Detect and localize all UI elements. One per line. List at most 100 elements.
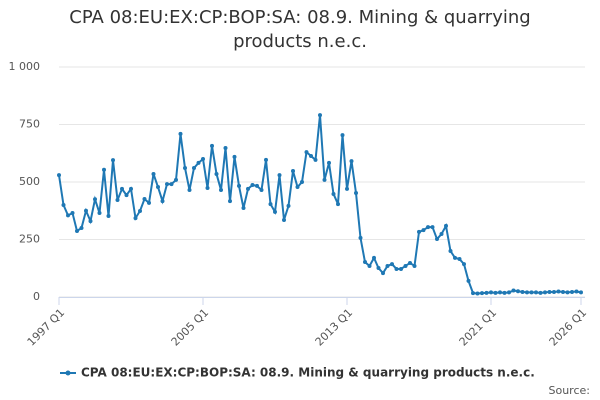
point — [120, 186, 124, 191]
point — [187, 188, 192, 193]
point — [430, 225, 435, 230]
point — [340, 133, 345, 138]
point — [444, 223, 448, 228]
y-tick-label: 500 — [19, 175, 40, 188]
point — [111, 158, 115, 163]
point — [489, 290, 493, 295]
point — [574, 289, 579, 294]
point — [439, 231, 444, 236]
point — [277, 173, 282, 178]
legend-marker — [65, 370, 71, 376]
point — [57, 173, 61, 178]
point — [426, 225, 430, 230]
point — [309, 154, 313, 159]
point — [232, 154, 237, 159]
point — [300, 180, 304, 184]
point — [394, 266, 399, 271]
point — [412, 263, 417, 268]
point — [273, 209, 277, 214]
x-tick-label: 2013 Q1 — [313, 306, 356, 349]
point — [417, 229, 421, 234]
point — [493, 290, 498, 295]
point — [534, 290, 538, 295]
point — [210, 143, 214, 148]
point — [196, 160, 201, 165]
point — [421, 228, 426, 233]
point — [529, 290, 534, 295]
point — [165, 182, 169, 187]
point — [291, 168, 295, 173]
point — [484, 290, 489, 295]
point — [84, 208, 88, 213]
point — [66, 213, 70, 218]
point — [70, 211, 75, 216]
point — [565, 290, 570, 295]
point — [318, 113, 322, 118]
point — [133, 216, 138, 221]
point — [61, 203, 66, 207]
point — [336, 202, 340, 207]
point — [313, 157, 318, 162]
point — [295, 185, 300, 190]
x-tick-label: 2021 Q1 — [457, 306, 500, 349]
point — [462, 262, 466, 267]
point — [106, 214, 111, 219]
point — [201, 157, 205, 161]
point — [520, 289, 525, 294]
point — [93, 197, 97, 202]
point — [259, 188, 264, 193]
point — [579, 290, 583, 295]
point — [241, 205, 246, 210]
point — [466, 278, 471, 283]
point — [547, 289, 552, 294]
point — [556, 289, 561, 294]
point — [399, 266, 403, 271]
point — [223, 145, 228, 150]
point — [322, 177, 327, 182]
point — [354, 191, 358, 196]
point — [205, 185, 210, 190]
point — [304, 150, 309, 155]
point — [435, 237, 439, 242]
point — [349, 159, 354, 164]
line — [58, 114, 582, 295]
y-tick-label: 750 — [19, 118, 40, 131]
point — [214, 171, 219, 176]
point — [228, 199, 232, 204]
point — [327, 160, 331, 165]
point — [264, 157, 268, 162]
x-tick-label: 2005 Q1 — [169, 306, 212, 349]
point — [268, 202, 273, 207]
point — [282, 217, 286, 222]
point — [142, 197, 147, 202]
point — [219, 188, 223, 193]
point — [480, 291, 484, 296]
point — [525, 290, 529, 295]
point — [408, 260, 412, 265]
point — [183, 165, 187, 170]
point — [381, 271, 385, 276]
point — [88, 219, 93, 224]
point — [174, 177, 178, 182]
point — [129, 186, 133, 191]
y-tick-label: 1 000 — [9, 60, 41, 73]
point — [331, 191, 336, 196]
point — [97, 211, 102, 216]
point — [286, 203, 291, 208]
point — [390, 262, 394, 267]
point — [147, 200, 151, 205]
point — [192, 165, 196, 170]
point — [358, 235, 363, 240]
y-tick-label: 250 — [19, 233, 40, 246]
point — [255, 183, 259, 188]
legend-label: CPA 08:EU:EX:CP:BOP:SA: 08.9. Mining & q… — [81, 366, 535, 380]
x-tick-label: 1997 Q1 — [25, 306, 68, 349]
point — [250, 182, 255, 187]
point — [471, 291, 475, 296]
point — [124, 193, 129, 198]
point — [115, 197, 120, 202]
point — [448, 249, 453, 253]
point — [457, 257, 462, 262]
point — [363, 260, 367, 265]
